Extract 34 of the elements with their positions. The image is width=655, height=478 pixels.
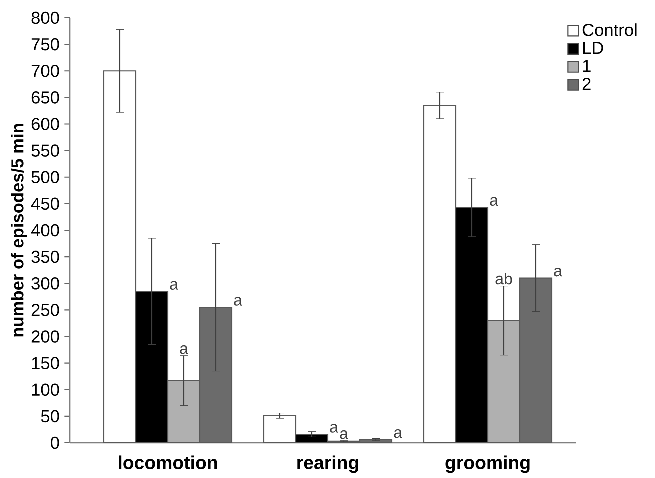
x-tick-label: grooming xyxy=(446,456,530,474)
y-tick-label: 450 xyxy=(31,198,60,210)
y-tick-label: 250 xyxy=(32,304,60,316)
y-tick-label: 100 xyxy=(32,384,60,396)
y-axis-title: number of episodes/5 min xyxy=(11,124,28,337)
y-tick-label: 200 xyxy=(32,330,60,344)
y-tick-label: 150 xyxy=(32,357,60,370)
y-tick-label: 0 xyxy=(50,437,60,450)
y-tick-label: 650 xyxy=(32,92,60,104)
legend-label: 2 xyxy=(582,78,591,90)
data-label: a xyxy=(330,424,338,434)
data-label: a xyxy=(394,430,402,438)
data-label: a xyxy=(490,197,498,206)
legend-label: 1 xyxy=(583,60,591,72)
y-tick-label: 800 xyxy=(32,12,60,24)
y-tick-label: 400 xyxy=(31,224,60,237)
x-tick-label: rearing xyxy=(298,456,358,474)
y-tick-label: 500 xyxy=(32,171,60,184)
data-label: ab xyxy=(496,273,512,285)
data-label: a xyxy=(170,281,178,290)
y-tick-label: 750 xyxy=(32,38,60,51)
y-tick-label: 700 xyxy=(32,65,60,78)
legend-label: Control xyxy=(582,24,637,36)
data-label: a xyxy=(340,430,348,440)
data-label: a xyxy=(554,268,562,277)
data-label: a xyxy=(180,346,188,354)
data-label: a xyxy=(234,297,242,306)
y-tick-label: 300 xyxy=(32,278,60,290)
y-tick-label: 50 xyxy=(41,410,60,423)
y-tick-label: 550 xyxy=(32,144,60,158)
x-tick-label: locomotion xyxy=(119,456,218,470)
y-tick-label: 350 xyxy=(32,251,60,264)
y-tick-label: 600 xyxy=(32,118,60,131)
legend-label: LD xyxy=(583,42,604,54)
